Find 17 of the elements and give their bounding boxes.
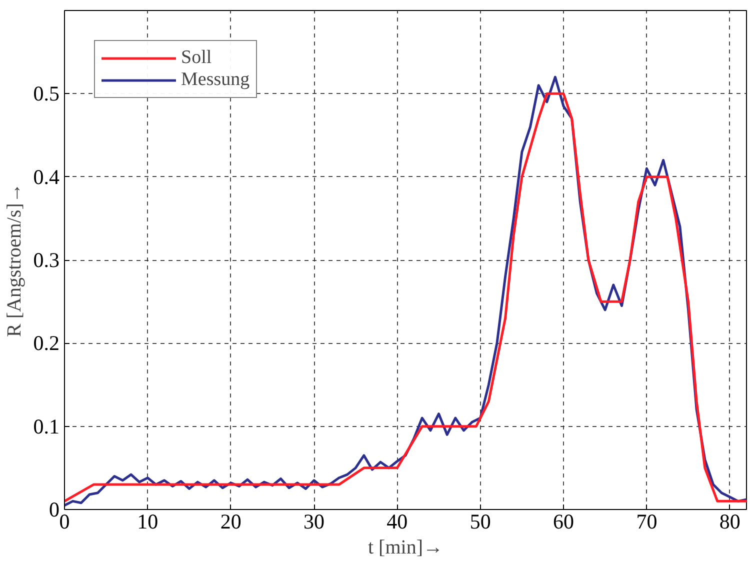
x-tick-label: 20 bbox=[220, 510, 242, 534]
y-tick-label: 0.4 bbox=[33, 164, 60, 189]
x-tick-label: 50 bbox=[470, 510, 491, 534]
x-tick-label: 80 bbox=[719, 510, 740, 534]
legend-label: Soll bbox=[181, 47, 212, 69]
y-tick-label: 0.1 bbox=[33, 414, 60, 438]
y-tick-label: 0.3 bbox=[33, 248, 60, 272]
y-axis-title: R [Angstroem/s]→ bbox=[3, 183, 26, 337]
y-tick-label: 0.5 bbox=[33, 82, 60, 106]
x-axis-title: t [min]→ bbox=[368, 536, 444, 558]
x-tick-label: 60 bbox=[553, 510, 574, 534]
x-tick-label: 10 bbox=[137, 510, 158, 534]
y-tick-label: 0.2 bbox=[33, 331, 60, 356]
legend-label: Messung bbox=[181, 69, 250, 91]
x-tick-label: 40 bbox=[386, 510, 408, 534]
x-tick-label: 70 bbox=[636, 510, 658, 534]
x-tick-label: 30 bbox=[304, 510, 325, 534]
